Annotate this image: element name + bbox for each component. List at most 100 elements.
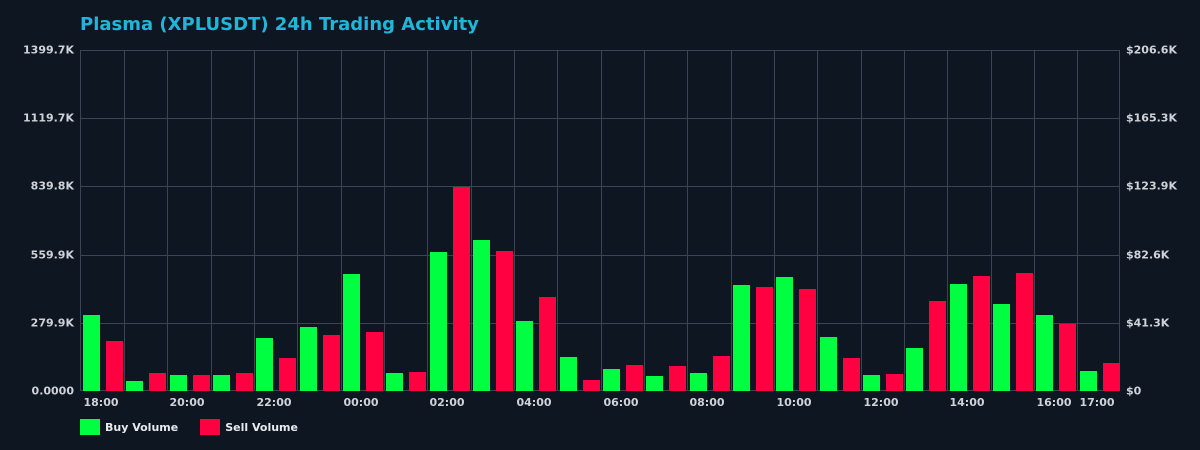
y-tick-left: 1119.7K <box>23 111 74 125</box>
bar-buy[interactable] <box>603 369 620 391</box>
gridline-v <box>513 50 515 391</box>
bar-buy[interactable] <box>256 337 274 391</box>
y-tick-left: 0.0000 <box>31 384 74 398</box>
legend: Buy Volume Sell Volume <box>80 419 320 435</box>
bar-sell[interactable] <box>886 373 903 391</box>
x-tick: 16:00 <box>1036 396 1072 409</box>
bar-buy[interactable] <box>126 381 144 391</box>
x-tick: 08:00 <box>689 396 725 409</box>
bar-sell[interactable] <box>972 276 990 391</box>
gridline-h <box>81 390 1119 391</box>
bar-sell[interactable] <box>582 380 600 391</box>
bar-sell[interactable] <box>496 250 513 391</box>
x-tick: 00:00 <box>343 396 379 409</box>
bar-buy[interactable] <box>1079 371 1097 391</box>
y-tick-right: $165.3K <box>1126 111 1177 125</box>
bar-buy[interactable] <box>949 284 967 391</box>
bar-sell[interactable] <box>106 341 123 391</box>
gridline-v <box>1033 50 1035 391</box>
gridline-v <box>210 50 212 391</box>
bar-sell[interactable] <box>149 372 167 391</box>
bar-buy[interactable] <box>776 276 794 391</box>
gridline-v <box>600 50 602 391</box>
gridline-v <box>817 50 819 391</box>
gridline-v <box>167 50 169 391</box>
gridline-v <box>427 50 429 391</box>
gridline-v <box>990 50 992 391</box>
y-tick-right: $206.6K <box>1126 43 1177 57</box>
bar-buy[interactable] <box>906 347 924 391</box>
gridline-h <box>81 118 1119 120</box>
gridline-v <box>297 50 299 391</box>
chart-title: Plasma (XPLUSDT) 24h Trading Activity <box>80 14 479 35</box>
gridline-v <box>730 50 732 391</box>
bar-sell[interactable] <box>236 372 253 391</box>
bar-buy[interactable] <box>429 251 447 391</box>
bar-buy[interactable] <box>213 374 230 391</box>
x-tick: 06:00 <box>603 396 639 409</box>
bar-buy[interactable] <box>516 321 534 391</box>
buy-swatch <box>80 419 100 435</box>
bar-sell[interactable] <box>279 358 297 391</box>
bar-buy[interactable] <box>689 372 707 391</box>
bar-sell[interactable] <box>756 286 773 391</box>
sell-swatch <box>200 419 221 435</box>
bar-sell[interactable] <box>409 372 427 391</box>
bar-sell[interactable] <box>842 358 860 391</box>
x-tick: 02:00 <box>429 396 465 409</box>
y-tick-left: 559.9K <box>30 248 74 262</box>
y-tick-left: 1399.7K <box>23 43 74 57</box>
bar-buy[interactable] <box>83 315 100 391</box>
gridline-v <box>123 50 125 391</box>
bar-sell[interactable] <box>539 296 557 391</box>
bar-buy[interactable] <box>863 374 880 391</box>
bar-sell[interactable] <box>799 288 817 391</box>
bar-sell[interactable] <box>1102 362 1120 391</box>
bar-sell[interactable] <box>1016 273 1033 391</box>
bar-buy[interactable] <box>733 285 750 391</box>
y-tick-right: $82.6K <box>1126 248 1170 262</box>
gridline-v <box>557 50 559 391</box>
bar-sell[interactable] <box>626 364 643 391</box>
legend-item-buy[interactable]: Buy Volume <box>80 419 178 435</box>
gridline-v <box>687 50 689 391</box>
bar-sell[interactable] <box>192 374 210 391</box>
gridline-h <box>81 322 1119 324</box>
bar-buy[interactable] <box>646 375 664 391</box>
x-tick: 12:00 <box>863 396 899 409</box>
legend-item-sell[interactable]: Sell Volume <box>200 419 298 435</box>
y-tick-left: 279.9K <box>30 316 74 330</box>
x-tick: 10:00 <box>776 396 812 409</box>
bar-buy[interactable] <box>343 274 360 391</box>
bar-sell[interactable] <box>669 365 687 391</box>
bar-buy[interactable] <box>299 326 317 391</box>
gridline-v <box>947 50 949 391</box>
bar-buy[interactable] <box>1036 315 1054 391</box>
gridline-v <box>860 50 862 391</box>
gridline-v <box>903 50 905 391</box>
y-tick-right: $123.9K <box>1126 179 1177 193</box>
bar-sell[interactable] <box>452 187 470 391</box>
x-tick: 14:00 <box>949 396 985 409</box>
x-tick: 04:00 <box>516 396 552 409</box>
gridline-v <box>643 50 645 391</box>
y-tick-right: $41.3K <box>1126 316 1170 330</box>
bar-sell[interactable] <box>366 332 383 391</box>
bar-sell[interactable] <box>322 334 340 391</box>
gridline-v <box>773 50 775 391</box>
x-tick: 20:00 <box>169 396 205 409</box>
legend-sell-label: Sell Volume <box>225 420 298 434</box>
gridline-v <box>253 50 255 391</box>
bar-buy[interactable] <box>386 372 404 391</box>
bar-buy[interactable] <box>993 304 1010 391</box>
bar-buy[interactable] <box>819 336 837 391</box>
bar-buy[interactable] <box>559 356 577 391</box>
gridline-h <box>81 50 1119 51</box>
bar-sell[interactable] <box>712 355 730 391</box>
bar-buy[interactable] <box>473 239 490 391</box>
x-tick: 17:00 <box>1079 396 1115 409</box>
bar-buy[interactable] <box>169 374 187 391</box>
gridline-v <box>340 50 342 391</box>
bar-sell[interactable] <box>1059 324 1077 391</box>
bar-sell[interactable] <box>929 301 947 391</box>
